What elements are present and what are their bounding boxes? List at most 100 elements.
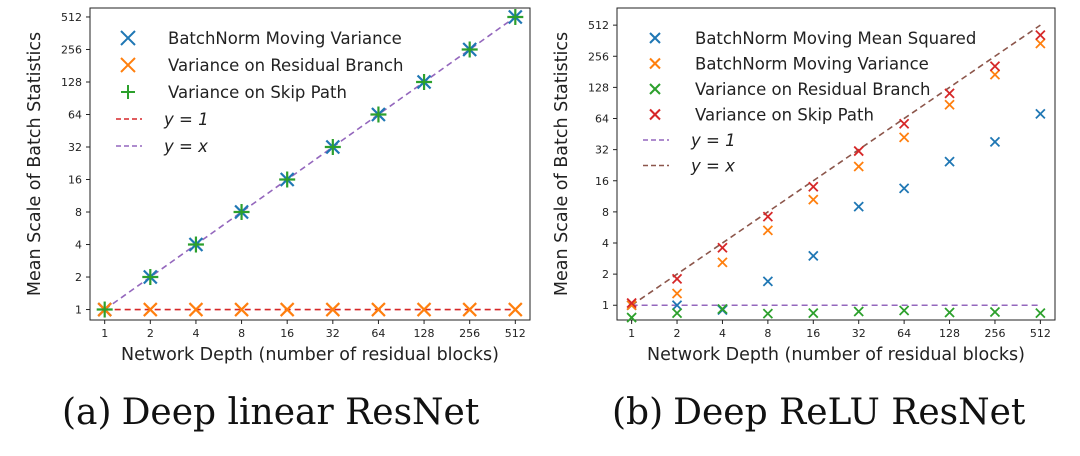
caption-a-label: (a) [62,392,112,433]
legend-label: BatchNorm Moving Variance [695,55,929,74]
data-point [671,307,683,319]
reference-line-y-equals-x [104,16,516,311]
data-point [762,225,774,236]
data-point [461,41,478,58]
legend-marker [120,57,136,73]
y-tick-label: 256 [588,50,609,63]
data-point [717,257,728,268]
legend-marker [121,85,135,99]
legend-marker [649,32,661,44]
x-tick-label: 64 [897,327,911,340]
y-tick-label: 32 [68,141,82,154]
data-point [989,61,1001,72]
data-point [898,183,910,194]
data-point [808,307,819,319]
y-tick-label: 16 [595,175,609,188]
data-point [944,307,955,318]
data-point [853,201,864,212]
x-tick-label: 128 [939,327,960,340]
data-point [507,8,524,25]
chart-a: 1 2 4 8 16 32 64 128 256 512 1 2 4 8 16 32 64 128 256 512 Ne… [25,7,531,365]
y-tick-label: 128 [588,81,609,94]
data-point [717,242,728,253]
data-point [187,236,204,253]
data-point [325,302,341,317]
caption-b-label: (b) [612,392,664,433]
x-tick-label: 32 [852,327,866,340]
legend-marker [120,30,136,46]
x-tick-label: 4 [719,327,726,340]
chart-b: 1 2 4 8 16 32 64 128 256 512 1 2 4 8 16 32 64 128 256 512 Ne… [552,7,1056,365]
data-point [762,211,774,222]
caption-b: (b) Deep ReLU ResNet [612,392,1025,433]
y-tick-label: 512 [61,11,82,24]
data-point [462,302,477,317]
data-point [808,181,819,192]
data-point [188,302,204,317]
plot-frame [616,7,1056,321]
y-tick-label: 32 [595,144,609,157]
data-point [762,276,774,287]
data-point [762,308,774,319]
y-tick-label: 16 [68,174,82,187]
y-tick-label: 4 [602,237,609,250]
legend-marker [649,108,661,121]
legend-label: BatchNorm Moving Mean Squared [695,29,976,48]
x-tick-label: 2 [674,327,681,340]
data-point [1035,108,1046,119]
y-tick-label: 64 [68,108,82,121]
x-axis-label: Network Depth (number of residual blocks… [121,345,499,365]
x-axis-label: Network Depth (number of residual blocks… [647,345,1025,365]
data-point [944,99,955,110]
legend-label: y = 1 [163,110,209,129]
data-point [626,297,637,309]
data-point [1035,307,1046,319]
legend-label: y = x [163,137,208,156]
legend-label: Variance on Skip Path [168,83,347,102]
x-tick-label: 8 [238,327,245,340]
data-point [233,204,250,221]
x-tick-label: 64 [371,327,385,340]
y-tick-label: 1 [75,304,82,317]
data-point [853,161,864,172]
reference-line-y-equals-x [631,24,1041,306]
legend-label: BatchNorm Moving Variance [168,29,402,48]
data-point [234,302,249,317]
y-tick-label: 8 [602,206,609,219]
y-tick-label: 2 [602,268,609,281]
data-point [944,88,955,99]
data-point [671,300,683,311]
data-point [944,156,955,167]
legend-label: Variance on Residual Branch [168,56,403,75]
legend-marker [649,83,661,95]
data-point [1035,38,1046,49]
data-point [808,194,819,205]
data-point [671,288,683,299]
data-point [279,302,295,317]
data-point [370,106,387,123]
data-point [371,302,386,317]
data-point [808,250,819,262]
y-tick-label: 2 [75,271,82,284]
legend: BatchNorm Moving Variance Variance on Res… [116,29,403,156]
data-point [898,305,910,316]
y-axis-label: Mean Scale of Batch Statistics [25,32,45,296]
data-point [1035,29,1046,41]
data-point [626,300,637,311]
x-tick-label: 4 [192,327,199,340]
caption-b-text: Deep ReLU ResNet [673,392,1026,433]
x-tick-label: 2 [147,327,154,340]
legend-label: Variance on Residual Branch [695,80,930,99]
legend-label: y = 1 [690,131,736,150]
x-tick-label: 512 [505,327,526,340]
y-tick-label: 1 [602,299,609,312]
data-point [142,269,159,286]
x-tick-label: 512 [1030,327,1051,340]
data-point [626,312,637,323]
y-axis-label: Mean Scale of Batch Statistics [552,32,572,296]
y-tick-label: 128 [61,76,82,89]
data-point [671,273,683,284]
data-point [416,73,433,90]
y-tick-label: 64 [595,113,609,126]
